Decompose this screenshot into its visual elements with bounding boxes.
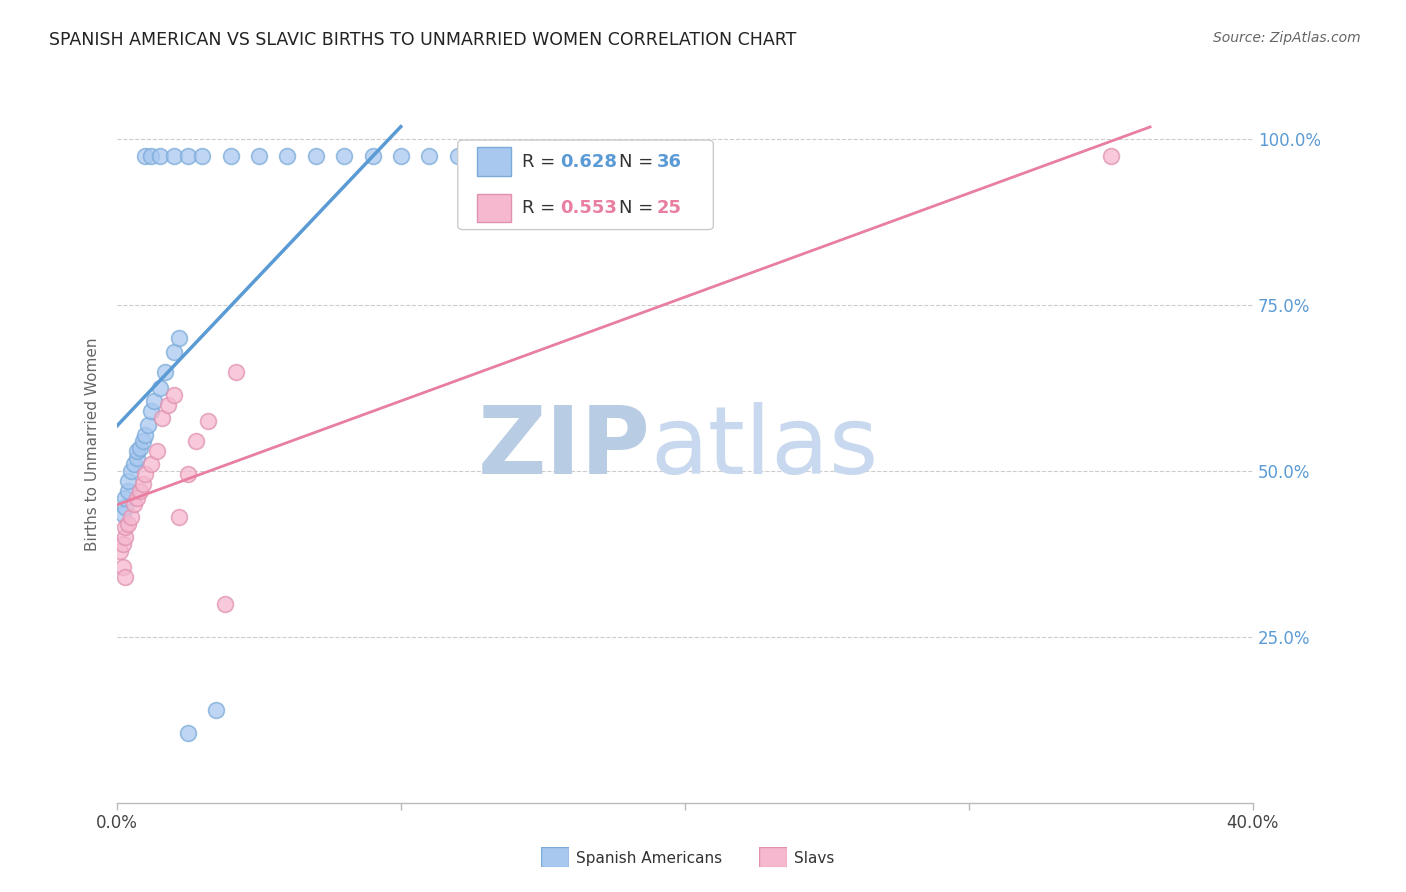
Text: R =: R =: [523, 153, 561, 170]
Bar: [477, 147, 512, 176]
Point: [120, 464, 142, 478]
Point: [163, 388, 186, 402]
Point: [134, 149, 156, 163]
Text: Source: ZipAtlas.com: Source: ZipAtlas.com: [1213, 31, 1361, 45]
Point: [111, 507, 134, 521]
Text: Spanish Americans: Spanish Americans: [576, 851, 723, 865]
Point: [169, 331, 191, 345]
Point: [136, 417, 159, 432]
Point: [447, 149, 470, 163]
Point: [197, 414, 219, 428]
Point: [111, 560, 134, 574]
Point: [125, 450, 148, 465]
Point: [131, 434, 153, 449]
Point: [122, 497, 145, 511]
Point: [114, 520, 136, 534]
Text: 0.628: 0.628: [560, 153, 617, 170]
Point: [128, 441, 150, 455]
Point: [139, 404, 162, 418]
Point: [305, 149, 328, 163]
Point: [186, 434, 208, 449]
Point: [163, 149, 186, 163]
Point: [117, 474, 139, 488]
Point: [114, 530, 136, 544]
Point: [219, 149, 242, 163]
Point: [125, 444, 148, 458]
Point: [169, 510, 191, 524]
Point: [247, 149, 270, 163]
Text: atlas: atlas: [651, 402, 879, 494]
Point: [205, 703, 228, 717]
Point: [361, 149, 384, 163]
Point: [177, 726, 200, 740]
Text: 25: 25: [657, 199, 682, 217]
Point: [276, 149, 298, 163]
Point: [122, 458, 145, 472]
Y-axis label: Births to Unmarried Women: Births to Unmarried Women: [86, 338, 100, 551]
Point: [114, 570, 136, 584]
Text: ZIP: ZIP: [478, 402, 651, 494]
Point: [117, 517, 139, 532]
Point: [177, 149, 200, 163]
Point: [333, 149, 356, 163]
FancyBboxPatch shape: [458, 140, 713, 229]
Point: [111, 537, 134, 551]
Point: [114, 491, 136, 505]
Text: SPANISH AMERICAN VS SLAVIC BIRTHS TO UNMARRIED WOMEN CORRELATION CHART: SPANISH AMERICAN VS SLAVIC BIRTHS TO UNM…: [49, 31, 797, 49]
Point: [155, 365, 177, 379]
Point: [142, 394, 165, 409]
Bar: [477, 194, 512, 222]
Text: R =: R =: [523, 199, 561, 217]
Point: [225, 365, 247, 379]
Point: [214, 597, 236, 611]
Point: [139, 149, 162, 163]
Point: [139, 458, 162, 472]
Point: [114, 500, 136, 515]
Point: [148, 149, 170, 163]
Point: [152, 411, 174, 425]
Point: [1099, 149, 1122, 163]
Point: [120, 510, 142, 524]
Text: N =: N =: [619, 199, 659, 217]
Point: [125, 491, 148, 505]
Point: [191, 149, 214, 163]
Point: [117, 483, 139, 498]
Point: [131, 477, 153, 491]
Point: [134, 427, 156, 442]
Point: [157, 398, 180, 412]
Point: [177, 467, 200, 482]
Text: 36: 36: [657, 153, 682, 170]
Point: [389, 149, 412, 163]
Point: [134, 467, 156, 482]
Point: [108, 543, 131, 558]
Point: [418, 149, 440, 163]
Text: N =: N =: [619, 153, 659, 170]
Point: [128, 483, 150, 498]
Text: 0.553: 0.553: [560, 199, 617, 217]
Point: [163, 344, 186, 359]
Point: [148, 381, 170, 395]
Text: Slavs: Slavs: [794, 851, 835, 865]
Point: [145, 444, 167, 458]
